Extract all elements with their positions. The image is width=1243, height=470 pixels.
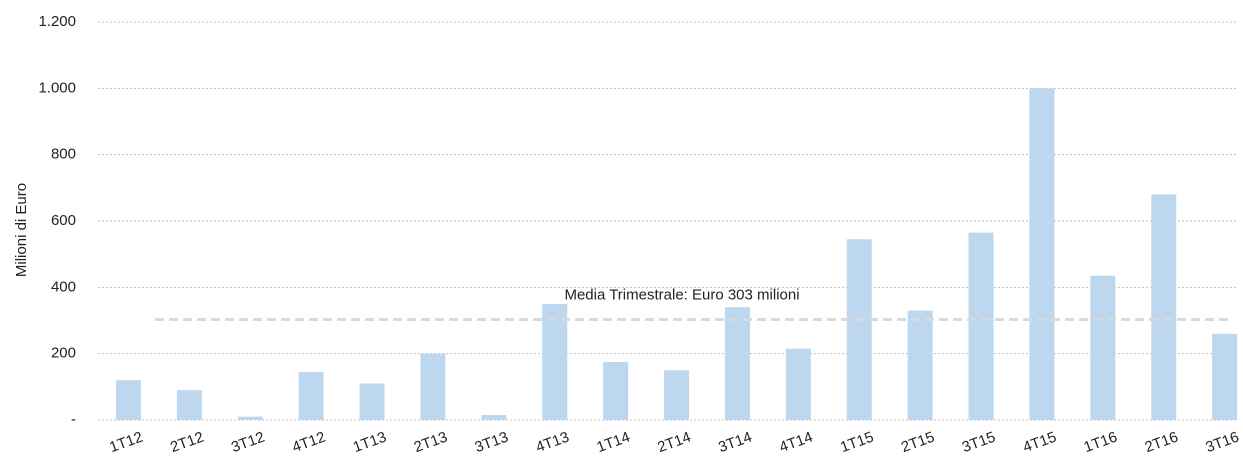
y-tick-label: 400: [51, 278, 76, 295]
bar: [1151, 194, 1177, 420]
bar: [420, 353, 446, 420]
x-tick-label: 3T13: [473, 429, 511, 457]
x-tick-label: 2T12: [168, 429, 206, 457]
x-tick-label: 2T15: [899, 429, 937, 457]
reference-label: Media Trimestrale: Euro 303 milioni: [564, 286, 799, 303]
x-tick-label: 2T13: [412, 429, 450, 457]
bar: [1029, 88, 1055, 420]
bar: [968, 232, 994, 420]
x-tick-label: 2T16: [1143, 429, 1181, 457]
bar: [846, 239, 872, 420]
bar: [664, 370, 690, 420]
x-tick-label: 4T15: [1021, 429, 1059, 457]
x-tick-label: 4T14: [777, 429, 815, 457]
y-tick-label: 600: [51, 212, 76, 229]
bar: [542, 303, 568, 420]
bar: [237, 416, 263, 420]
x-tick-label: 3T14: [716, 429, 754, 457]
y-tick-label: 800: [51, 146, 76, 163]
x-tick-label: 4T13: [534, 429, 572, 457]
bar: [176, 390, 202, 420]
x-tick-label: 1T14: [594, 429, 632, 457]
bar: [115, 380, 141, 420]
y-tick-label: 1.000: [38, 79, 76, 96]
bar: [1212, 333, 1238, 420]
bar: [785, 348, 811, 420]
x-tick-label: 1T12: [107, 429, 145, 457]
x-tick-label: 1T16: [1082, 429, 1120, 457]
x-tick-label: 4T12: [290, 429, 328, 457]
bar: [298, 371, 324, 420]
y-tick-label: 1.200: [38, 13, 76, 30]
bar: [603, 361, 629, 420]
x-tick-label: 1T13: [351, 429, 389, 457]
y-tick-label: -: [71, 411, 76, 428]
bar: [1090, 275, 1116, 420]
x-tick-label: 1T15: [838, 429, 876, 457]
bar: [907, 310, 933, 420]
x-tick-label: 3T12: [229, 429, 267, 457]
bar: [481, 415, 507, 420]
x-tick-label: 3T15: [960, 429, 998, 457]
x-tick-label: 3T16: [1203, 429, 1241, 457]
x-tick-label: 2T14: [655, 429, 693, 457]
y-tick-label: 200: [51, 345, 76, 362]
bar: [359, 383, 385, 420]
bar: [724, 307, 750, 420]
y-axis-label: Milioni di Euro: [13, 183, 30, 277]
